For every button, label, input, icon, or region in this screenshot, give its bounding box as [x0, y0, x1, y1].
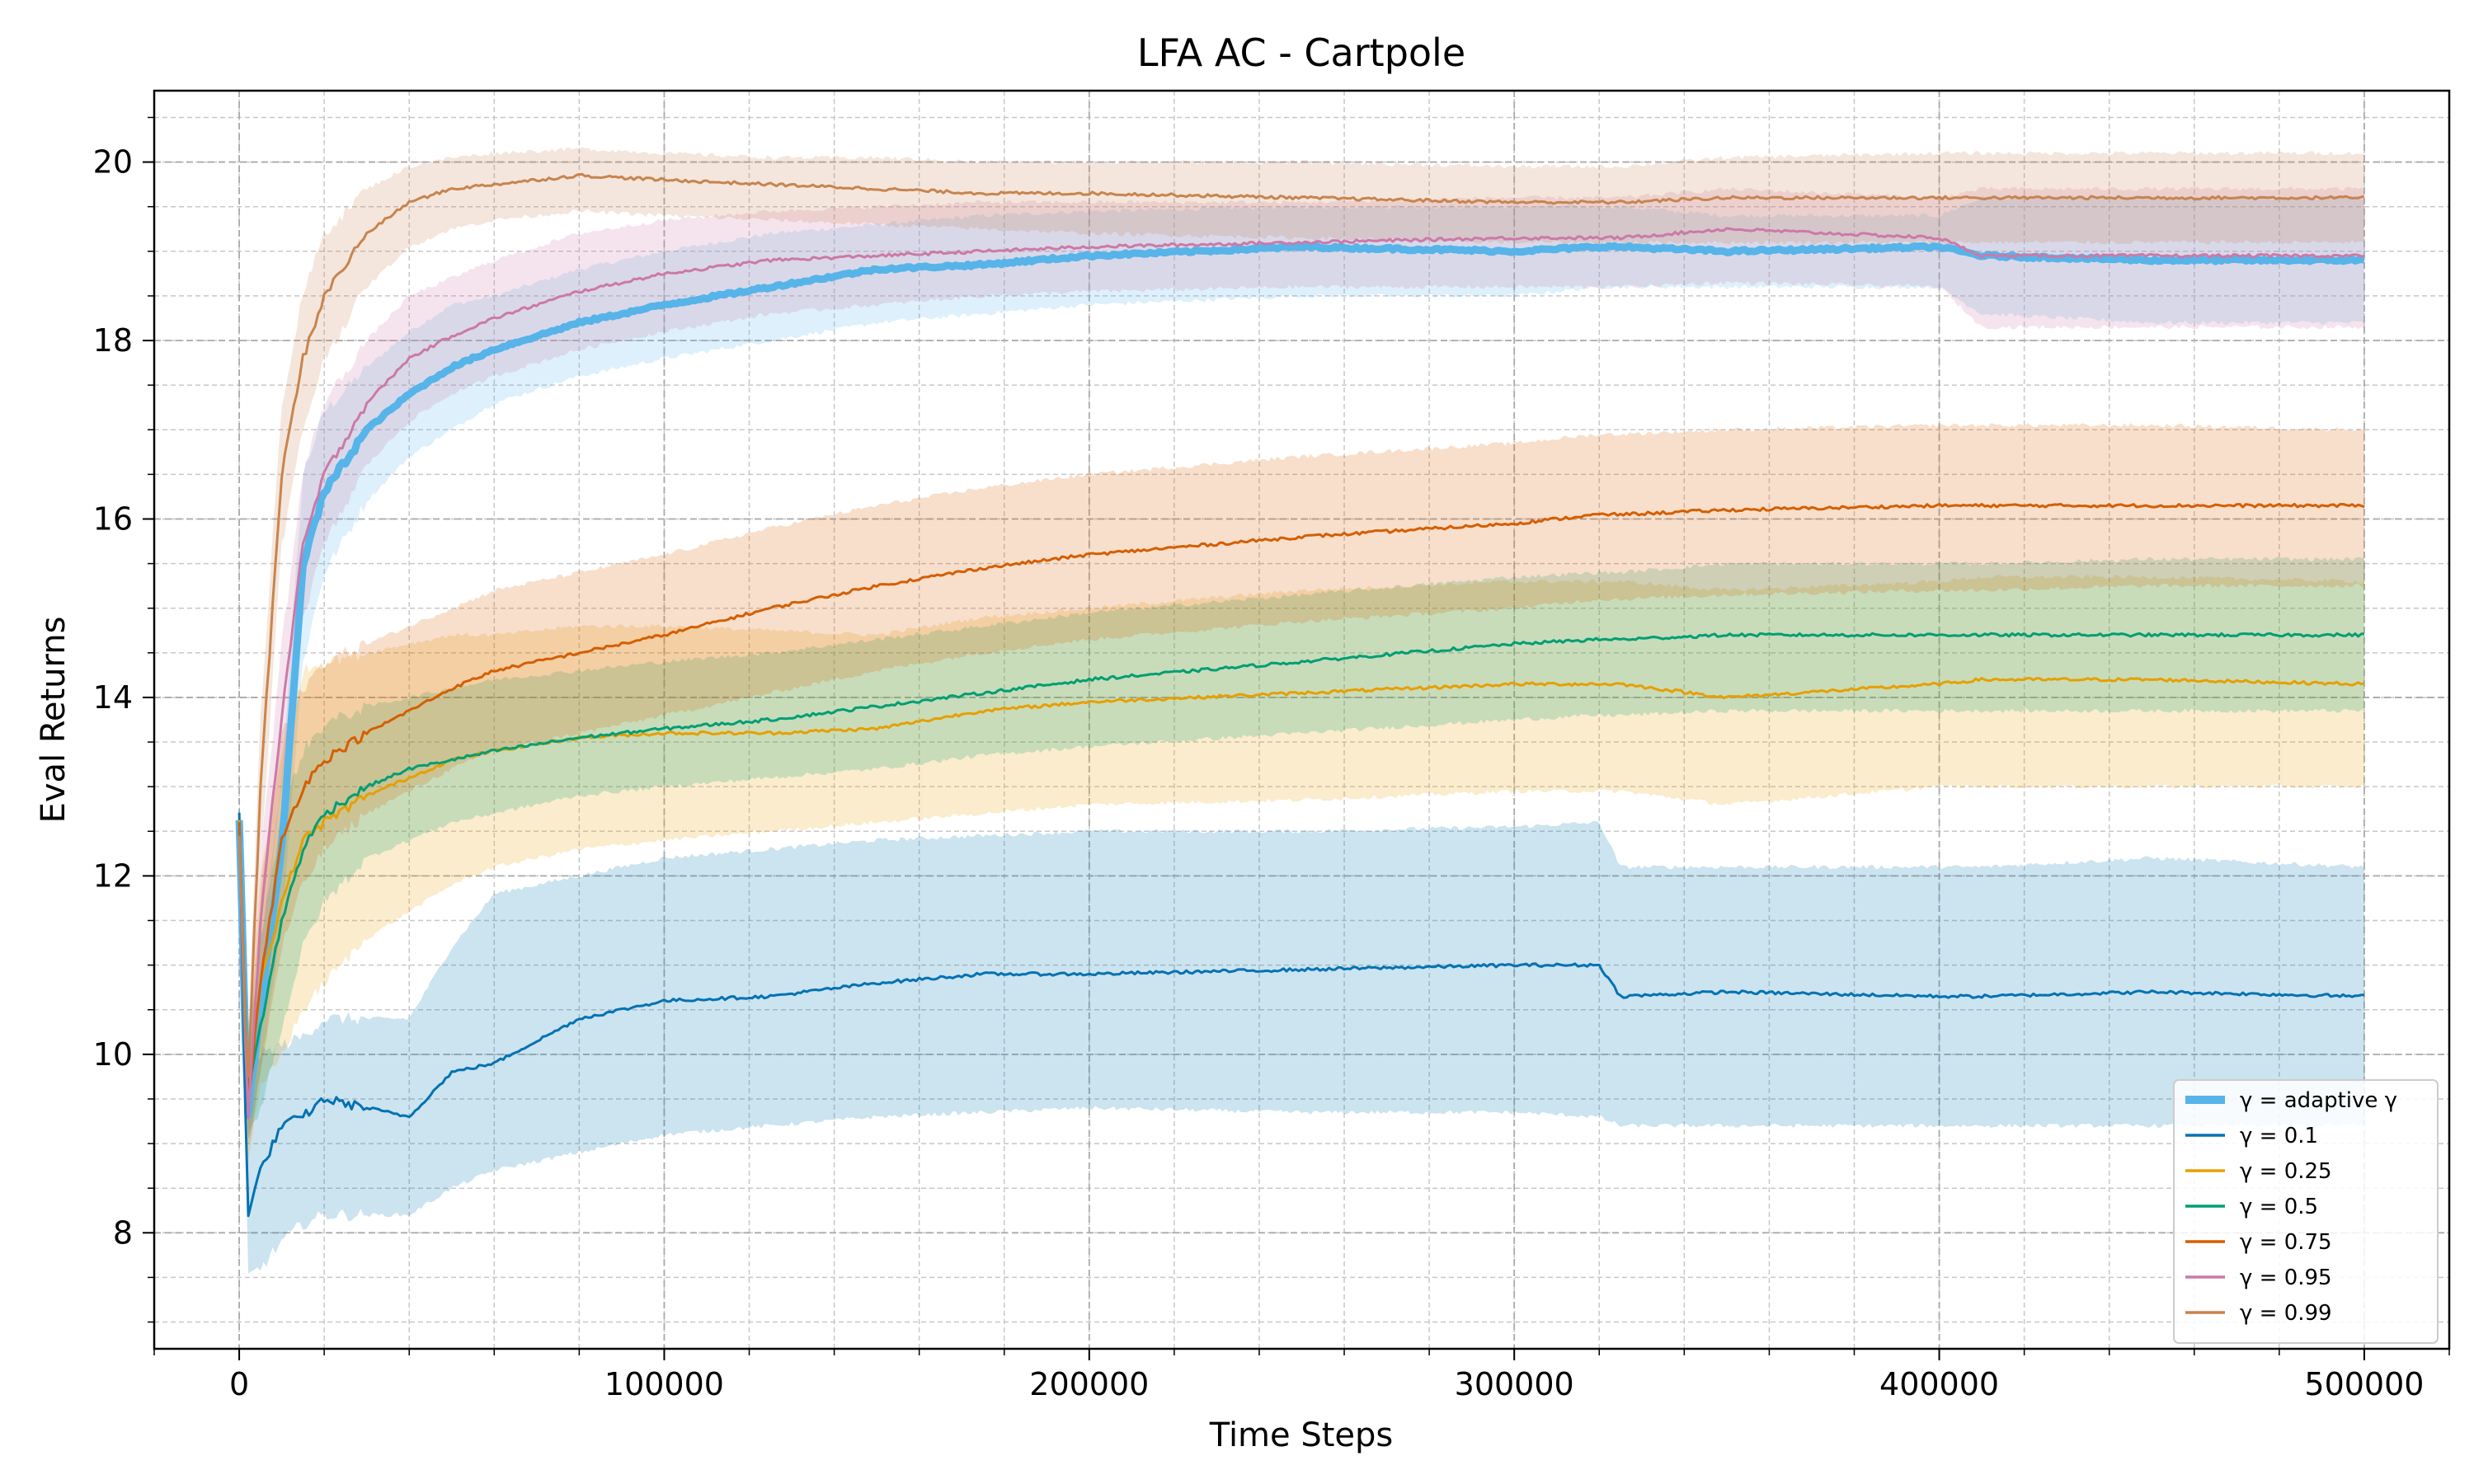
- confidence-bands: [239, 147, 2364, 1274]
- y-tick-label: 18: [93, 322, 133, 359]
- legend-box: [2173, 1079, 2439, 1344]
- confidence-band-1: [239, 791, 2364, 1274]
- y-tick-label: 20: [93, 144, 133, 181]
- series-line-4: [238, 502, 2365, 1101]
- x-tick-label: 300000: [1455, 1366, 1574, 1402]
- legend-label: γ = 0.25: [2240, 1159, 2332, 1184]
- legend-label: γ = 0.95: [2240, 1266, 2332, 1290]
- confidence-band-4: [239, 423, 2364, 1144]
- confidence-band-3: [239, 556, 2364, 1139]
- x-tick-label: 400000: [1879, 1366, 1999, 1402]
- legend-label: γ = 0.75: [2240, 1230, 2332, 1255]
- grid: [153, 91, 2450, 1349]
- legend-label: γ = 0.1: [2240, 1124, 2318, 1148]
- legend-label: γ = 0.99: [2240, 1301, 2332, 1326]
- series-lines: [235, 172, 2365, 1218]
- y-tick-label: 8: [113, 1214, 133, 1251]
- y-axis-label: Eval Returns: [35, 617, 73, 824]
- plot-frame: [153, 89, 2451, 1350]
- series-line-6: [238, 172, 2365, 1078]
- confidence-band-6: [239, 147, 2364, 1111]
- series-line-5: [238, 227, 2365, 1120]
- x-tick-label: 0: [229, 1366, 249, 1402]
- chart-title: LFA AC - Cartpole: [1137, 31, 1465, 75]
- x-tick-label: 500000: [2304, 1366, 2424, 1402]
- legend-label: γ = 0.5: [2240, 1195, 2318, 1219]
- y-tick-label: 14: [93, 679, 133, 716]
- y-tick-label: 10: [93, 1036, 133, 1073]
- legend-label: γ = adaptive γ: [2240, 1088, 2397, 1113]
- y-tick-label: 12: [93, 857, 133, 894]
- x-axis-label: Time Steps: [1209, 1416, 1394, 1454]
- confidence-band-0: [239, 195, 2364, 1140]
- y-tick-label: 16: [93, 500, 133, 537]
- legend: γ = adaptive γ γ = 0.1 γ = 0.25 γ = 0.5 γ = …: [2173, 1079, 2439, 1344]
- x-tick-label: 200000: [1029, 1366, 1149, 1402]
- series-line-1: [238, 812, 2364, 1218]
- axis-ticks: 0 100000 200000 300000 400000 500000 8 10 12 14 16…: [93, 116, 2450, 1402]
- x-tick-label: 100000: [604, 1366, 724, 1402]
- confidence-band-5: [239, 186, 2364, 1139]
- series-line-3: [238, 632, 2365, 1092]
